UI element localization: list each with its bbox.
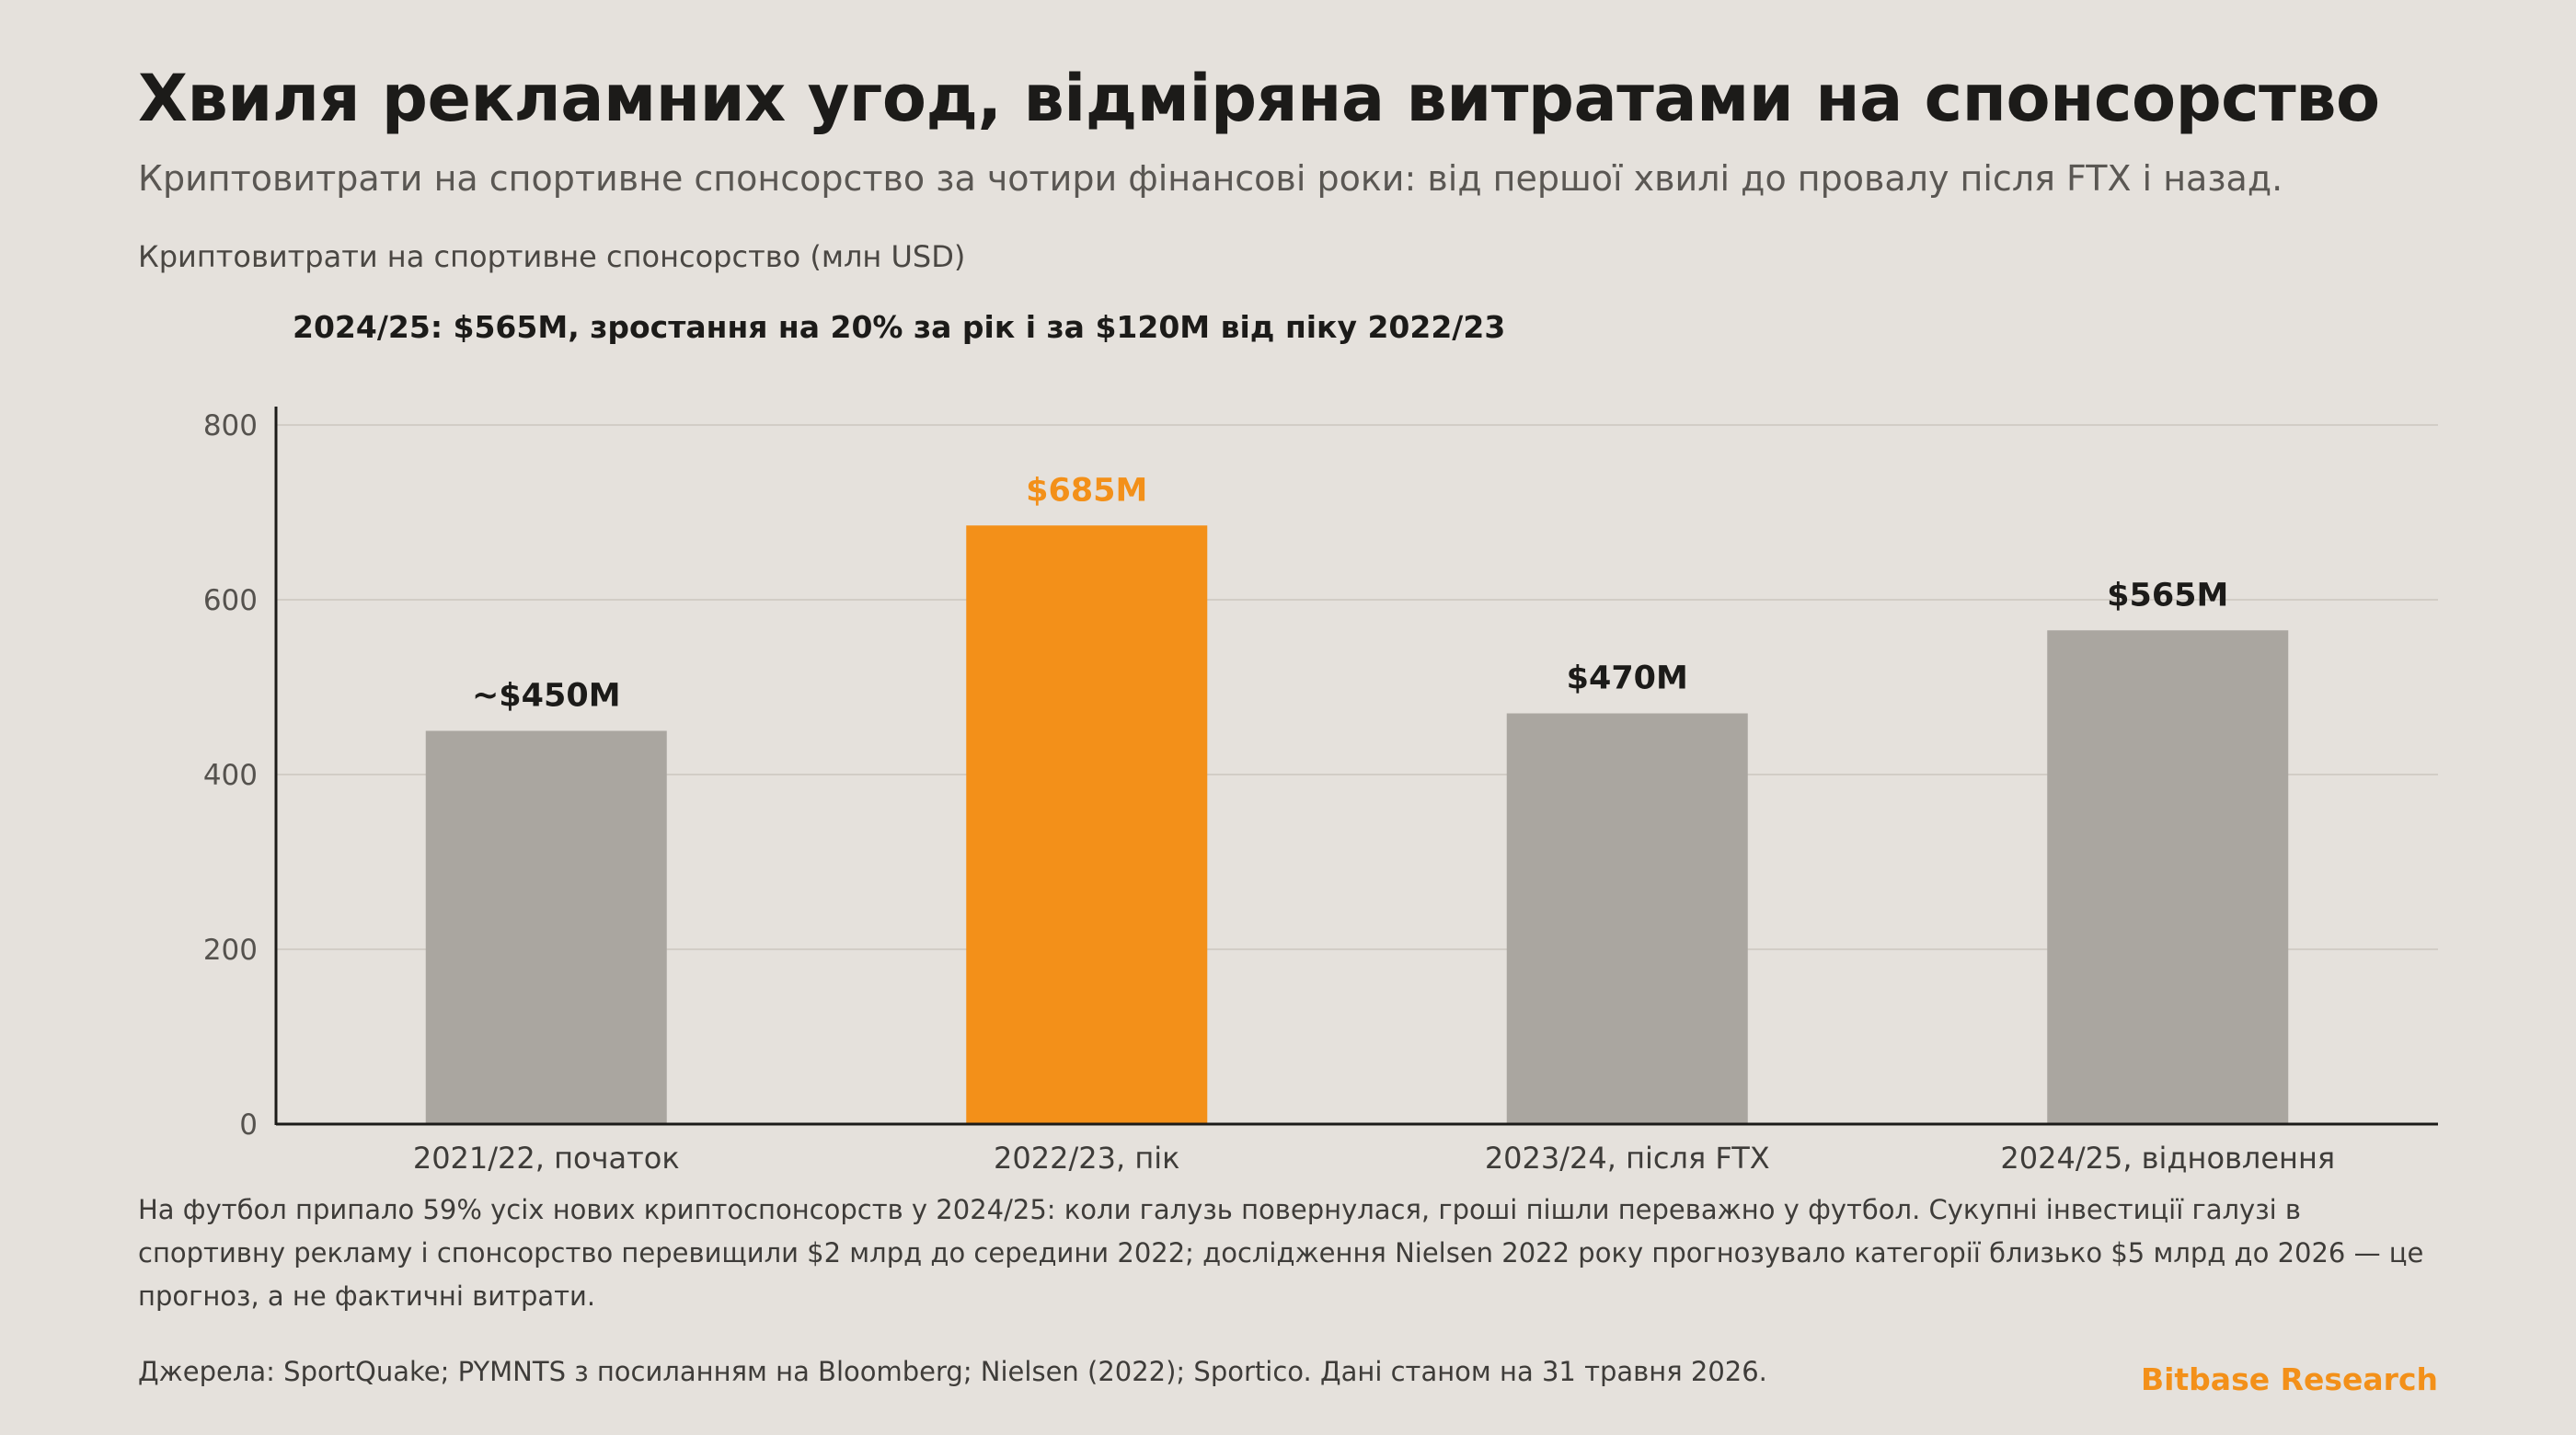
chart-annotation: 2024/25: $565M, зростання на 20% за рік … [293, 309, 1506, 345]
bar-2 [966, 525, 1208, 1124]
y-tick-label: 0 [239, 1108, 258, 1142]
data-label-2: $685M [1026, 472, 1147, 509]
data-labels: ~$450M $685M $470M $565M [472, 472, 2228, 714]
bar-chart: 0 200 400 600 800 2021/22, початок 2022/23, пі… [203, 407, 2438, 1176]
y-tick-label: 400 [203, 759, 258, 792]
bar-3 [1506, 713, 1748, 1124]
x-tick-label-1: 2021/22, початок [413, 1141, 680, 1176]
page-subtitle: Криптовитрати на спортивне спонсорство з… [138, 158, 2283, 199]
brand-logo-text: Bitbase Research [2140, 1361, 2438, 1397]
bar-1 [425, 730, 667, 1124]
axes: 0 200 400 600 800 2021/22, початок 2022/23, пі… [203, 407, 2438, 1176]
x-tick-label-2: 2022/23, пік [994, 1141, 1179, 1176]
bar-4 [2047, 630, 2289, 1124]
x-tick-label-4: 2024/25, відновлення [2000, 1141, 2335, 1176]
x-tick-label-3: 2023/24, після FTX [1485, 1141, 1770, 1176]
bars [425, 525, 2289, 1124]
y-tick-label: 800 [203, 409, 258, 442]
y-axis-label: Криптовитрати на спортивне спонсорство (… [138, 239, 966, 274]
page-title: Хвиля рекламних угод, відміряна витратам… [138, 61, 2380, 136]
y-tick-label: 600 [203, 584, 258, 617]
data-label-3: $470M [1567, 660, 1688, 697]
y-tick-label: 200 [203, 934, 258, 967]
data-label-1: ~$450M [472, 678, 621, 715]
sources-note: Джерела: SportQuake; PYMNTS з посиланням… [138, 1356, 1767, 1387]
footnote: На футбол припало 59% усіх нових криптос… [138, 1194, 2424, 1312]
data-label-4: $565M [2107, 577, 2228, 614]
